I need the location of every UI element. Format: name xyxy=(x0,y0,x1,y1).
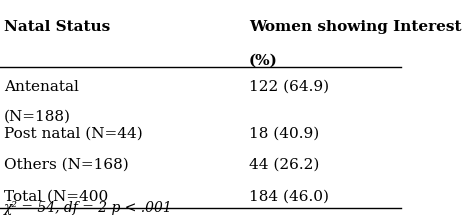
Text: 18 (40.9): 18 (40.9) xyxy=(249,127,319,141)
Text: 184 (46.0): 184 (46.0) xyxy=(249,189,328,203)
Text: 122 (64.9): 122 (64.9) xyxy=(249,80,329,94)
Text: 44 (26.2): 44 (26.2) xyxy=(249,158,319,172)
Text: Total (N=400: Total (N=400 xyxy=(4,189,108,203)
Text: χ² = 54, df = 2 p < .001: χ² = 54, df = 2 p < .001 xyxy=(4,201,173,215)
Text: (N=188): (N=188) xyxy=(4,110,71,124)
Text: Others (N=168): Others (N=168) xyxy=(4,158,129,172)
Text: Natal Status: Natal Status xyxy=(4,20,110,34)
Text: (%): (%) xyxy=(249,54,278,68)
Text: Antenatal: Antenatal xyxy=(4,80,79,94)
Text: Post natal (N=44): Post natal (N=44) xyxy=(4,127,143,141)
Text: Women showing Interest: Women showing Interest xyxy=(249,20,461,34)
